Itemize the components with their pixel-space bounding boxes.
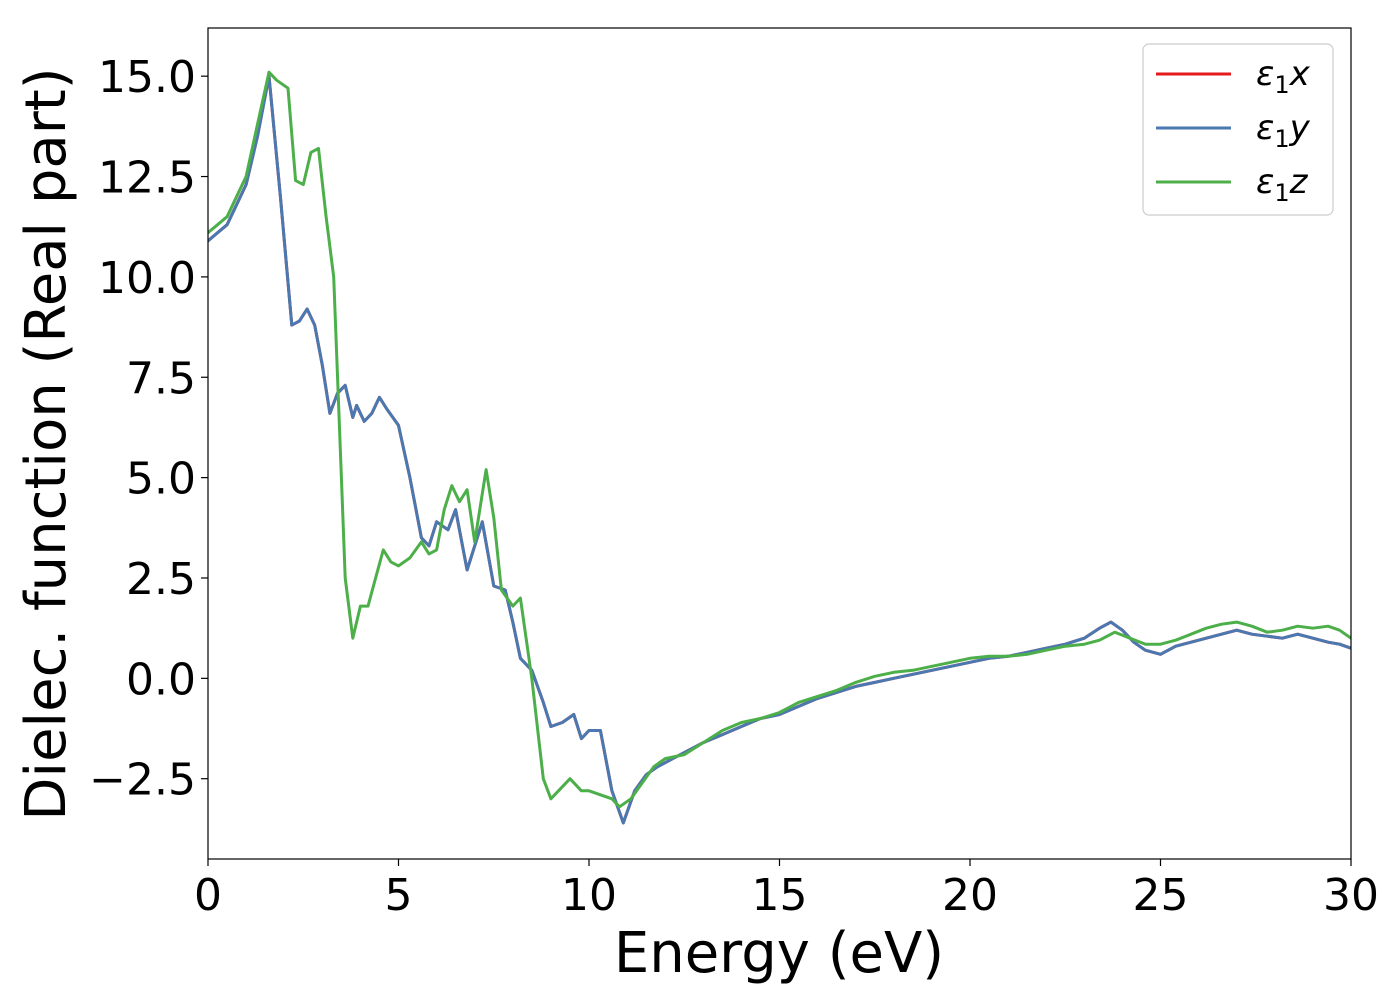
y-tick-label: 0.0 — [126, 654, 196, 705]
x-axis-label: Energy (eV) — [614, 921, 944, 986]
y-tick-label: 2.5 — [126, 554, 196, 605]
legend-label-1: ε1x — [1256, 54, 1311, 99]
y-tick-label: 15.0 — [98, 52, 196, 103]
axis-layer: 0 5 10 15 20 25 30 −2.5 0.0 2.5 5.0 7.5 10.0 12.5 15.0 — [89, 27, 1379, 921]
series-line-2 — [208, 74, 1351, 825]
x-tick-label: 0 — [194, 870, 222, 921]
y-tick-label: −2.5 — [89, 755, 196, 806]
y-tick-label: 5.0 — [126, 454, 196, 505]
legend-label-2: ε1y — [1256, 108, 1311, 153]
x-tick-label: 5 — [385, 870, 413, 921]
y-tick-label: 7.5 — [126, 353, 196, 404]
x-tick-label: 30 — [1323, 870, 1379, 921]
y-tick-label: 10.0 — [98, 253, 196, 304]
legend-box — [1142, 43, 1334, 216]
y-axis-label: Dielec. function (Real part) — [14, 67, 79, 820]
x-tick-label: 15 — [752, 870, 808, 921]
series-layer — [208, 70, 1351, 825]
series-line-3 — [208, 70, 1351, 809]
legend-label-3: ε1z — [1256, 162, 1309, 207]
legend: ε1x ε1y ε1z — [1142, 43, 1334, 216]
x-tick-label: 25 — [1133, 870, 1189, 921]
x-tick-label: 10 — [561, 870, 617, 921]
y-tick-label: 12.5 — [98, 153, 196, 204]
x-tick-label: 20 — [942, 870, 998, 921]
